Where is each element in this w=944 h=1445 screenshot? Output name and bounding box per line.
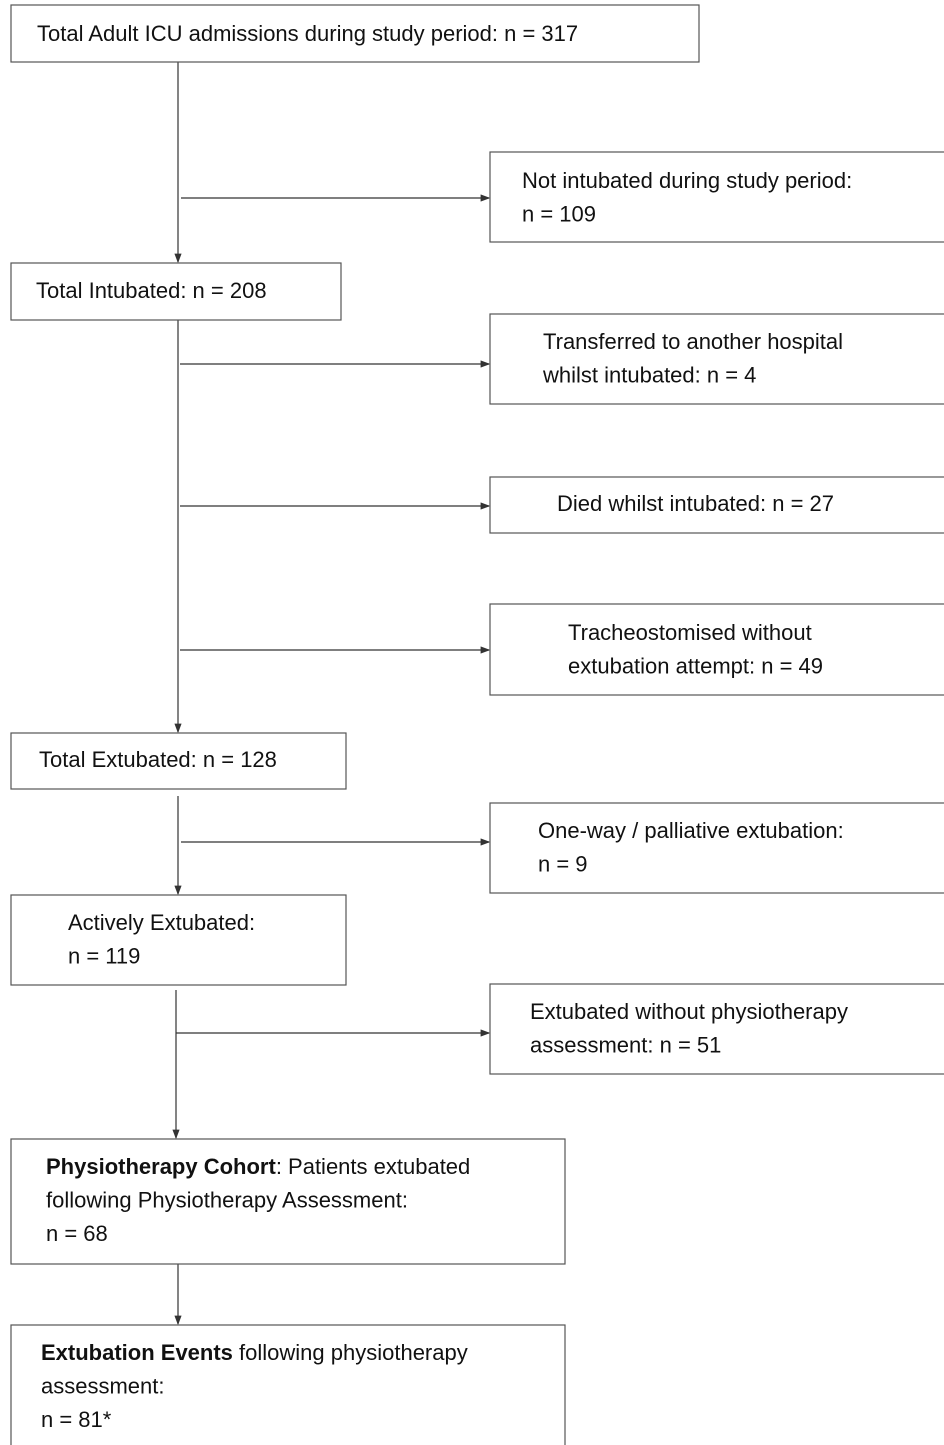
flow-box: Physiotherapy Cohort: Patients extubated… — [10, 1138, 566, 1265]
box — [489, 313, 944, 405]
box-text: Tracheostomised without — [568, 620, 812, 645]
box-text: n = 68 — [46, 1221, 108, 1246]
box-text: Total Extubated: n = 128 — [39, 747, 277, 772]
box-text: Total Adult ICU admissions during study … — [37, 21, 578, 46]
box-text: following physiotherapy — [233, 1340, 468, 1365]
box — [489, 603, 944, 696]
box — [10, 1138, 566, 1265]
flow-box: Total Extubated: n = 128 — [10, 732, 347, 790]
box-text: Extubated without physiotherapy — [530, 999, 848, 1024]
box-text: assessment: n = 51 — [530, 1032, 721, 1057]
box-text: One-way / palliative extubation: — [538, 818, 844, 843]
box-text: : Patients extubated — [276, 1154, 470, 1179]
box-text: assessment: — [41, 1373, 165, 1398]
flow-box: Total Intubated: n = 208 — [10, 262, 342, 321]
box-text: Transferred to another hospital — [543, 329, 843, 354]
box-text: n = 9 — [538, 851, 588, 876]
flow-box: Not intubated during study period: n = 10… — [489, 151, 944, 243]
bold-text: Extubation Events — [41, 1340, 233, 1365]
flow-box: Extubation Events following physiotherap… — [10, 1324, 566, 1445]
connectors — [172, 62, 491, 1326]
box — [10, 1324, 566, 1445]
box-text: Extubation Events following physiotherap… — [41, 1340, 468, 1365]
box-text: n = 119 — [68, 943, 140, 968]
box-text: extubation attempt: n = 49 — [568, 653, 823, 678]
box-text: Actively Extubated: — [68, 910, 255, 935]
flow-box: Tracheostomised without extubation attemp… — [489, 603, 944, 696]
bold-text: Physiotherapy Cohort — [46, 1154, 276, 1179]
box-text: following Physiotherapy Assessment: — [46, 1187, 408, 1212]
box-text: whilst intubated: n = 4 — [542, 362, 756, 387]
box — [10, 262, 342, 321]
box — [489, 151, 944, 243]
box-text: n = 109 — [522, 201, 596, 226]
box-text: Physiotherapy Cohort: Patients extubated — [46, 1154, 470, 1179]
flow-box: Transferred to another hospital whilst in… — [489, 313, 944, 405]
flow-box: Actively Extubated: n = 119 — [10, 894, 347, 986]
box-text: Not intubated during study period: — [522, 168, 852, 193]
box — [489, 802, 944, 894]
box-text: Total Intubated: n = 208 — [36, 278, 267, 303]
box — [489, 983, 944, 1075]
box — [10, 4, 700, 63]
box-text: n = 81* — [41, 1407, 112, 1432]
flow-box: Total Adult ICU admissions during study … — [10, 4, 700, 63]
flow-box: Died whilst intubated: n = 27 — [489, 476, 944, 534]
box — [10, 732, 347, 790]
box-text: Died whilst intubated: n = 27 — [557, 491, 834, 516]
box — [10, 894, 347, 986]
box — [489, 476, 944, 534]
flow-box: One-way / palliative extubation: n = 9 — [489, 802, 944, 894]
flow-box: Extubated without physiotherapy assessmen… — [489, 983, 944, 1075]
